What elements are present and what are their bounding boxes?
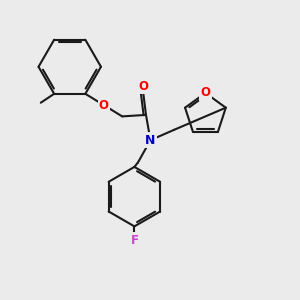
Text: O: O bbox=[99, 99, 109, 112]
Text: O: O bbox=[200, 86, 210, 99]
Text: N: N bbox=[145, 134, 156, 147]
Text: O: O bbox=[138, 80, 148, 93]
Text: F: F bbox=[130, 233, 138, 247]
